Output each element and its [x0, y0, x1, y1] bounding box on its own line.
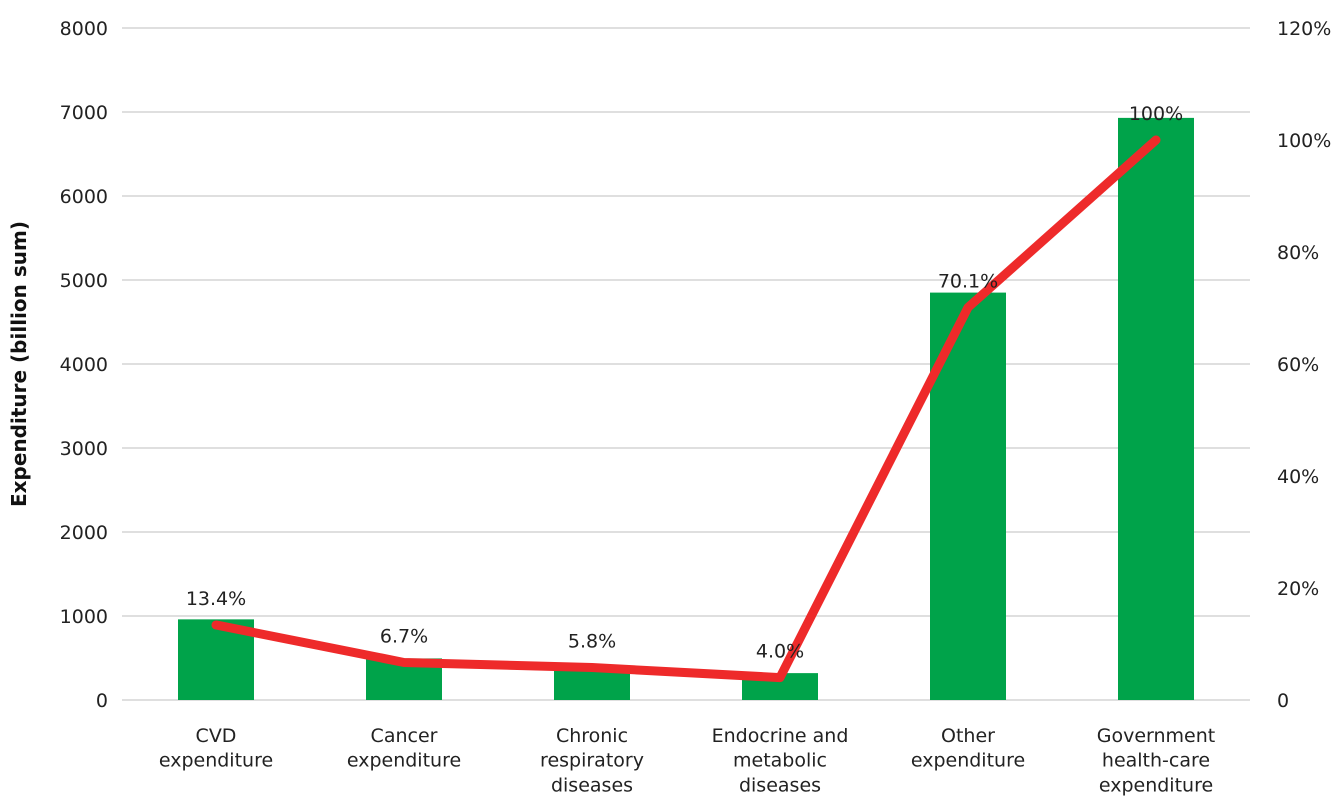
line-point [215, 623, 217, 626]
data-label: 6.7% [380, 625, 428, 647]
line-series-path [211, 135, 1161, 683]
x-tick-label-line: Other [941, 725, 995, 747]
data-labels: 13.4% 6.7% 5.8% 4.0% 70.1% 100% [186, 103, 1183, 663]
gridlines [122, 27, 1250, 701]
line-point [779, 676, 781, 679]
x-tick-label-line: diseases [551, 774, 633, 796]
y-tick-label: 5000 [60, 270, 108, 292]
y2-tick-label: 120% [1277, 18, 1331, 40]
bar [1118, 117, 1194, 700]
line-point [403, 661, 405, 664]
x-tick-label: Other expenditure [911, 725, 1025, 772]
x-tick-label-line: CVD [196, 725, 237, 747]
y2-tick-label: 20% [1277, 578, 1319, 600]
y2-tick-label: 0 [1277, 690, 1289, 712]
x-tick-label-line: health-care [1102, 750, 1210, 772]
y-axis-title: Expenditure (billion sum) [7, 221, 31, 507]
y-tick-label: 1000 [60, 606, 108, 628]
category-axis: CVD expenditure Cancer expenditure Chronic re… [159, 725, 1215, 796]
x-tick-label-line: expenditure [347, 750, 461, 772]
bar-series [178, 117, 1194, 700]
line-point [1155, 139, 1157, 141]
x-tick-label-line: expenditure [911, 750, 1025, 772]
x-tick-label: Government health-care expenditure [1097, 725, 1216, 796]
y2-tick-label: 40% [1277, 466, 1319, 488]
line-series [211, 135, 1161, 683]
y-tick-label: 4000 [60, 354, 108, 376]
y-tick-label: 0 [96, 690, 108, 712]
x-tick-label-line: Cancer [371, 725, 438, 747]
x-tick-label-line: Government [1097, 725, 1216, 747]
x-tick-label-line: Chronic [556, 725, 628, 747]
y-tick-label: 7000 [60, 102, 108, 124]
line-point [967, 306, 969, 309]
x-tick-label-line: expenditure [1099, 774, 1213, 796]
data-label: 4.0% [756, 641, 804, 663]
data-label: 70.1% [938, 270, 998, 292]
y2-tick-label: 80% [1277, 242, 1319, 264]
x-tick-label-line: expenditure [159, 750, 273, 772]
data-label: 13.4% [186, 588, 246, 610]
line-point [591, 666, 593, 669]
left-axis: 0 1000 2000 3000 4000 5000 6000 7000 8000 [60, 18, 108, 712]
y-tick-label: 6000 [60, 186, 108, 208]
right-axis: 0 20% 40% 60% 80% 100% 120% [1277, 18, 1331, 712]
x-tick-label: CVD expenditure [159, 725, 273, 772]
y-tick-label: 3000 [60, 438, 108, 460]
x-tick-label-line: Endocrine and [712, 725, 849, 747]
y2-tick-label: 60% [1277, 354, 1319, 376]
y2-tick-label: 100% [1277, 130, 1331, 152]
x-tick-label-line: metabolic [733, 750, 827, 772]
y-tick-label: 2000 [60, 522, 108, 544]
x-tick-label: Cancer expenditure [347, 725, 461, 772]
x-tick-label-line: diseases [739, 774, 821, 796]
x-tick-label-line: respiratory [540, 750, 644, 772]
data-label: 100% [1129, 103, 1183, 125]
x-tick-label: Chronic respiratory diseases [540, 725, 644, 796]
x-tick-label: Endocrine and metabolic diseases [712, 725, 849, 796]
y-tick-label: 8000 [60, 18, 108, 40]
data-label: 5.8% [568, 631, 616, 653]
